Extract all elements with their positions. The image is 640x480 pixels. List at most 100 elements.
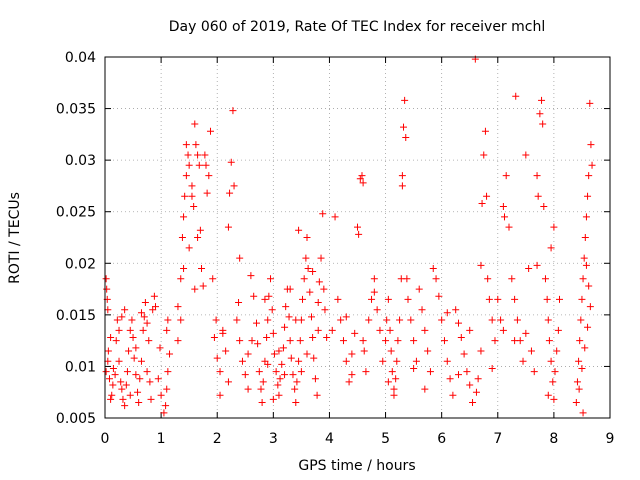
data-point [549,378,557,386]
data-point [360,347,368,355]
data-point [282,303,290,311]
data-point [112,337,120,345]
data-point [376,326,384,334]
data-point [533,172,541,180]
data-point [123,368,131,376]
data-point [219,329,227,337]
data-point [261,295,269,303]
data-point [157,391,165,399]
data-point [118,385,126,393]
data-point [313,391,321,399]
data-point [241,371,249,379]
data-point [359,179,367,187]
data-point [551,368,559,376]
data-point [267,275,275,283]
data-point [309,268,317,276]
data-point [382,337,390,345]
data-point [303,350,311,358]
data-point [105,375,113,383]
data-point [309,334,317,342]
data-point [527,347,535,355]
data-point [339,337,347,345]
x-tick-labels: 0 1 2 3 4 5 6 7 8 9 [101,431,615,447]
data-point [499,326,507,334]
data-point [210,334,218,342]
data-point [289,371,297,379]
y-axis-label: ROTI / TECUs [7,192,23,284]
data-point [300,275,308,283]
data-point [107,334,115,342]
data-point [553,347,561,355]
x-tick-label: 5 [381,431,390,447]
data-point [581,234,589,241]
plot-frame [104,56,611,419]
data-point [556,295,563,303]
data-point [230,182,238,190]
data-point [146,378,154,386]
data-point [107,395,115,403]
data-point [426,368,434,376]
data-point [585,172,593,180]
data-point [508,275,516,283]
data-point [368,295,376,303]
data-point [128,316,136,324]
data-point [163,326,171,334]
data-point [351,329,359,337]
data-point [403,275,411,283]
data-point [111,371,119,379]
data-point [393,357,401,365]
data-point [370,275,378,283]
data-point [238,357,246,365]
data-point [203,189,211,197]
data-point [118,313,126,321]
data-point [410,364,418,372]
data-point [209,275,217,283]
data-point [212,316,220,324]
data-point [512,92,520,100]
data-point [285,313,293,321]
data-point [205,172,213,180]
data-point [319,210,327,218]
data-point [276,375,284,383]
data-point [384,378,392,386]
data-point [421,385,429,393]
data-point [539,120,547,128]
data-point [196,226,204,234]
data-point [299,295,307,303]
data-point [253,319,260,327]
data-point [497,316,505,324]
data-point [359,337,367,345]
data-point [255,368,263,376]
data-point [438,316,446,324]
data-point [478,199,486,207]
x-tick-label: 7 [493,431,502,447]
data-point [579,275,587,283]
data-point [386,326,394,334]
x-tick-label: 3 [269,431,278,447]
data-point [538,96,546,104]
data-point [488,316,496,324]
data-point [455,371,462,379]
data-point [522,329,530,337]
data-point [390,391,398,399]
x-tick-label: 1 [157,431,166,447]
data-point [115,357,123,365]
data-point [216,391,224,399]
data-point [443,309,451,317]
data-point [321,306,329,314]
data-point [268,306,276,314]
data-point [135,399,143,407]
data-point [109,381,117,389]
data-point [121,402,129,410]
x-axis-label: GPS time / hours [298,458,415,474]
y-tick-labels: 0.005 0.01 0.015 0.02 0.025 0.03 0.035 0.04 [56,50,96,427]
data-point [311,375,319,383]
data-point [126,391,134,399]
data-point [302,254,310,262]
data-point [586,99,594,107]
data-point [485,295,493,303]
data-point [278,360,286,368]
data-point [191,285,199,293]
data-point [286,337,294,345]
y-tick-label: 0.005 [56,411,96,427]
